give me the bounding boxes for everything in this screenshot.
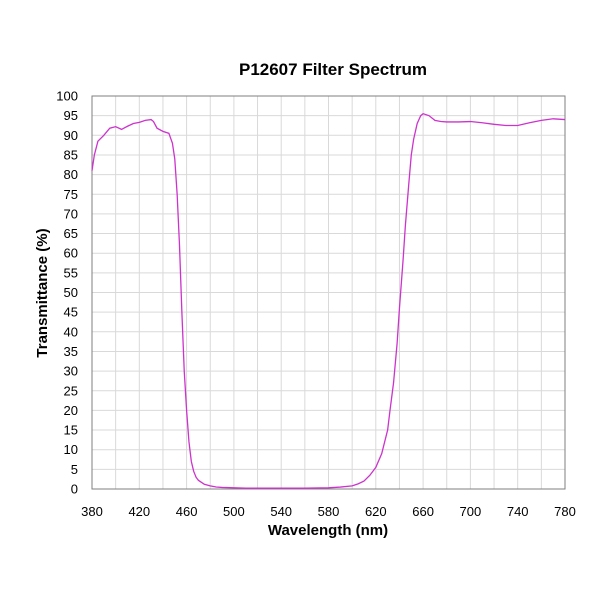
y-tick-label-90: 90 bbox=[64, 128, 78, 143]
y-axis-label: Transmittance (%) bbox=[34, 228, 51, 357]
x-tick-label-500: 500 bbox=[223, 504, 245, 519]
x-tick-label-780: 780 bbox=[554, 504, 576, 519]
y-tick-labels: 0 5 10 15 20 25 30 35 40 45 50 55 60 65 70 75 80 85 90 95 10… bbox=[56, 89, 78, 497]
transmittance-line bbox=[91, 112, 566, 489]
y-tick-label-50: 50 bbox=[64, 285, 78, 300]
x-tick-label-540: 540 bbox=[270, 504, 292, 519]
y-tick-label-55: 55 bbox=[64, 265, 78, 280]
x-tick-label-460: 460 bbox=[176, 504, 198, 519]
x-tick-label-700: 700 bbox=[460, 504, 482, 519]
x-tick-label-660: 660 bbox=[412, 504, 434, 519]
y-tick-label-65: 65 bbox=[64, 226, 78, 241]
y-tick-label-100: 100 bbox=[56, 89, 78, 104]
y-tick-label-25: 25 bbox=[64, 383, 78, 398]
y-tick-label-20: 20 bbox=[64, 403, 78, 418]
x-tick-label-380: 380 bbox=[81, 504, 103, 519]
y-tick-label-75: 75 bbox=[64, 187, 78, 202]
x-tick-labels: 380 420 460 500 540 580 620 660 700 740 780 bbox=[81, 504, 576, 519]
y-tick-label-45: 45 bbox=[64, 305, 78, 320]
x-axis-label: Wavelength (nm) bbox=[268, 522, 388, 539]
x-tick-label-740: 740 bbox=[507, 504, 529, 519]
y-tick-label-5: 5 bbox=[71, 462, 78, 477]
y-tick-label-40: 40 bbox=[64, 324, 78, 339]
y-tick-label-10: 10 bbox=[64, 442, 78, 457]
chart-title: P12607 Filter Spectrum bbox=[239, 60, 427, 79]
y-tick-label-35: 35 bbox=[64, 344, 78, 359]
y-tick-label-85: 85 bbox=[64, 147, 78, 162]
y-tick-label-95: 95 bbox=[64, 108, 78, 123]
grid bbox=[92, 96, 565, 489]
y-tick-label-0: 0 bbox=[71, 482, 78, 497]
y-tick-label-80: 80 bbox=[64, 167, 78, 182]
y-tick-label-70: 70 bbox=[64, 206, 78, 221]
x-tick-label-580: 580 bbox=[318, 504, 340, 519]
y-tick-label-15: 15 bbox=[64, 423, 78, 438]
y-tick-label-60: 60 bbox=[64, 246, 78, 261]
x-tick-label-620: 620 bbox=[365, 504, 387, 519]
x-tick-label-420: 420 bbox=[128, 504, 150, 519]
plot-frame bbox=[91, 95, 566, 490]
y-tick-label-30: 30 bbox=[64, 364, 78, 379]
